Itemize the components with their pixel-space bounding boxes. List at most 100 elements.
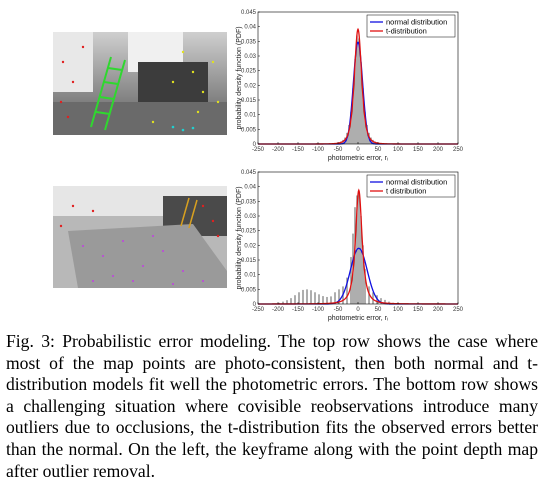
chart1-hist-bar (294, 295, 296, 304)
keyframe-depth-map-bottom (53, 186, 227, 288)
chart1-x-axis-label: photometric error, rᵢ (328, 315, 388, 322)
chart1-hist-bar (310, 290, 312, 304)
chart1-hist-bar (364, 268, 366, 304)
chart0-x-tick-label: 200 (433, 147, 444, 153)
chart0-y-tick-label: 0.015 (241, 98, 257, 104)
chart1-normal-curve (258, 247, 458, 305)
chart0-legend-entry: t-distribution (386, 27, 427, 36)
chart1-hist-bar (326, 296, 328, 304)
chart0-y-tick-label: 0 (253, 142, 257, 148)
pdf-chart-bottom: -250 -200 -150 -100 -50 0 50 100 150 200 250 0 0.005… (232, 166, 541, 328)
chart0-x-tick-label: 250 (453, 147, 464, 153)
pdf-chart-bottom-svg: -250 -200 -150 -100 -50 0 50 100 150 200 250 0 0.005… (236, 170, 464, 322)
chart1-hist-bar (306, 289, 308, 304)
chart1-hist-bar (290, 298, 292, 304)
keyframe-image-top (53, 32, 227, 135)
chart1-legend-box (366, 174, 456, 198)
chart0-x-tick-label: -200 (272, 147, 285, 153)
chart0-hist-bar (354, 58, 356, 144)
chart0-y-tick-label: 0.025 (241, 69, 257, 75)
chart1-x-tick-label: -200 (272, 307, 285, 313)
chart0-y-axis-label: probability density function (PDF) (236, 26, 243, 129)
chart1-x-tick-label: 200 (433, 307, 444, 313)
chart0-hist-bar (352, 88, 354, 144)
chart0-legend-box (366, 14, 456, 38)
chart1-x-tick-label: 150 (413, 307, 424, 313)
chart1-y-tick-label: 0.045 (241, 170, 257, 176)
chart1-hist-bar (338, 289, 340, 304)
chart1-x-tick-label: 250 (453, 307, 464, 313)
chart1-hist-bar (334, 292, 336, 304)
chart1-x-tick-label: 0 (356, 307, 360, 313)
chart0-x-tick-label: 150 (413, 147, 424, 153)
pdf-chart-top: -250 -200 -150 -100 -50 0 50 100 150 200 250 0 0.005… (232, 6, 541, 168)
chart0-y-tick-label: 0.01 (244, 113, 256, 119)
chart0-t-curve (258, 27, 458, 145)
chart1-y-tick-label: 0.03 (244, 214, 256, 220)
chart0-hist-bar (358, 38, 360, 144)
caption-text: Probabilistic error modeling. The top ro… (6, 331, 538, 481)
chart1-y-tick-label: 0.02 (244, 243, 256, 249)
chart0-hist-bar (350, 111, 352, 144)
chart1-y-axis-label: probability density function (PDF) (236, 186, 243, 289)
chart1-x-tick-label: 100 (393, 307, 404, 313)
chart1-hist-bar (282, 301, 284, 304)
keyframe-depth-map-top (53, 32, 227, 135)
chart0-hist-bar (344, 137, 346, 144)
chart0-hist-bar (366, 124, 368, 144)
chart0-x-tick-label: -250 (252, 147, 265, 153)
chart1-y-tick-label: 0.035 (241, 199, 257, 205)
chart0-y-tick-label: 0.03 (244, 54, 256, 60)
chart0-x-tick-label: -100 (312, 147, 325, 153)
chart0-y-tick-label: 0.035 (241, 39, 257, 45)
chart1-hist-bar (330, 296, 332, 304)
chart1-legend-entry: t distribution (386, 187, 426, 196)
chart1-hist-bar (368, 286, 370, 304)
chart1-hist-bar (298, 292, 300, 304)
chart0-x-tick-label: 0 (356, 147, 360, 153)
chart1-y-tick-label: 0 (253, 302, 257, 308)
chart0-y-tick-label: 0.045 (241, 10, 257, 16)
chart1-hist-bar (384, 299, 386, 304)
chart0-hist-bar (360, 61, 362, 144)
chart1-hist-bar (380, 298, 382, 304)
chart1-hist-bar (302, 289, 304, 304)
chart1-x-tick-label: -250 (252, 307, 265, 313)
chart0-y-tick-label: 0.005 (241, 127, 257, 133)
pdf-chart-top-svg: -250 -200 -150 -100 -50 0 50 100 150 200 250 0 0.005… (236, 10, 464, 162)
keyframe-image-bottom (53, 186, 227, 288)
caption-label: Fig. 3: (6, 331, 55, 351)
chart1-x-tick-label: -50 (334, 307, 343, 313)
chart1-y-tick-label: 0.025 (241, 229, 257, 235)
chart0-hist-bar (370, 137, 372, 144)
chart1-hist-bar (360, 216, 362, 304)
chart0-x-tick-label: 100 (393, 147, 404, 153)
chart0-hist-bar (362, 88, 364, 144)
chart1-hist-bar (362, 245, 364, 304)
chart1-legend-entry: normal distribution (386, 178, 447, 187)
chart0-x-tick-label: -50 (334, 147, 343, 153)
chart0-x-tick-label: -150 (292, 147, 305, 153)
chart1-hist-bar (322, 296, 324, 304)
chart1-x-tick-label: 50 (375, 307, 382, 313)
chart1-y-tick-label: 0.04 (244, 185, 256, 191)
chart0-x-axis-label: photometric error, rᵢ (328, 155, 388, 162)
chart0-y-tick-label: 0.04 (244, 25, 256, 31)
chart1-hist-bar (318, 294, 320, 304)
figure-caption: Fig. 3: Probabilistic error modeling. Th… (6, 331, 538, 482)
chart1-hist-bar (350, 257, 352, 304)
chart1-x-tick-label: -100 (312, 307, 325, 313)
chart1-t-curve (258, 188, 458, 305)
chart0-y-tick-label: 0.02 (244, 83, 256, 89)
chart1-hist-bar (372, 292, 374, 304)
chart1-y-tick-label: 0.015 (241, 258, 257, 264)
chart1-y-tick-label: 0.01 (244, 273, 256, 279)
chart0-hist-bar (364, 111, 366, 144)
chart1-hist-bar (346, 277, 348, 304)
chart0-hist-bar (356, 35, 358, 144)
chart0-normal-curve (258, 41, 458, 145)
chart1-hist-bar (286, 300, 288, 304)
chart1-y-tick-label: 0.005 (241, 287, 257, 293)
chart0-hist-bar (348, 124, 350, 144)
chart1-hist-bar (314, 292, 316, 304)
